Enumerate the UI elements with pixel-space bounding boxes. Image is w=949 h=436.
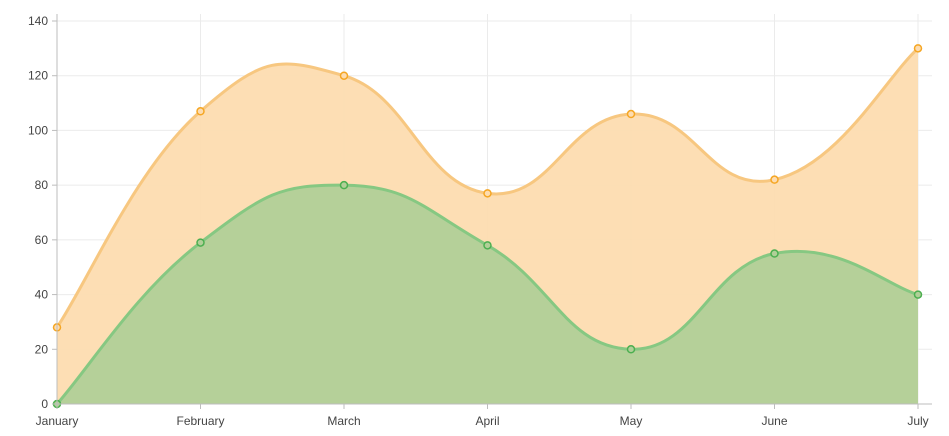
y-tick-label: 100: [28, 123, 48, 137]
label-layer: 0 20 40 60 80 100 120 140 January February March Ap…: [28, 14, 929, 428]
x-tick-label: January: [36, 414, 79, 428]
y-tick-label: 80: [35, 178, 49, 192]
y-tick-label: 40: [35, 288, 49, 302]
series-1-point[interactable]: [196, 107, 205, 116]
series-1-point[interactable]: [626, 109, 636, 119]
x-tick-label: April: [475, 414, 499, 428]
y-tick-label: 20: [35, 342, 49, 356]
axis-layer: [52, 14, 932, 409]
x-tick-label: May: [620, 414, 643, 428]
series-2-point[interactable]: [339, 180, 349, 190]
x-tick-label: March: [327, 414, 360, 428]
y-tick-label: 120: [28, 69, 48, 83]
series-1-point[interactable]: [913, 44, 923, 53]
x-tick-label: June: [761, 414, 787, 428]
x-tick-label: February: [176, 414, 224, 428]
area-layer: [57, 48, 918, 404]
y-tick-label: 0: [41, 397, 48, 411]
series-2-point[interactable]: [483, 241, 492, 250]
x-tick-label: July: [907, 414, 928, 428]
series-1-point[interactable]: [339, 71, 349, 80]
series-2-point[interactable]: [196, 238, 205, 247]
series-1-point[interactable]: [770, 175, 779, 184]
series-2-point[interactable]: [770, 249, 779, 258]
y-tick-label: 140: [28, 14, 48, 28]
series-1-point[interactable]: [483, 189, 492, 198]
series-2-point[interactable]: [913, 290, 923, 299]
series-2-point[interactable]: [626, 345, 636, 354]
series-2-area: [57, 185, 918, 404]
y-tick-label: 60: [35, 233, 49, 247]
